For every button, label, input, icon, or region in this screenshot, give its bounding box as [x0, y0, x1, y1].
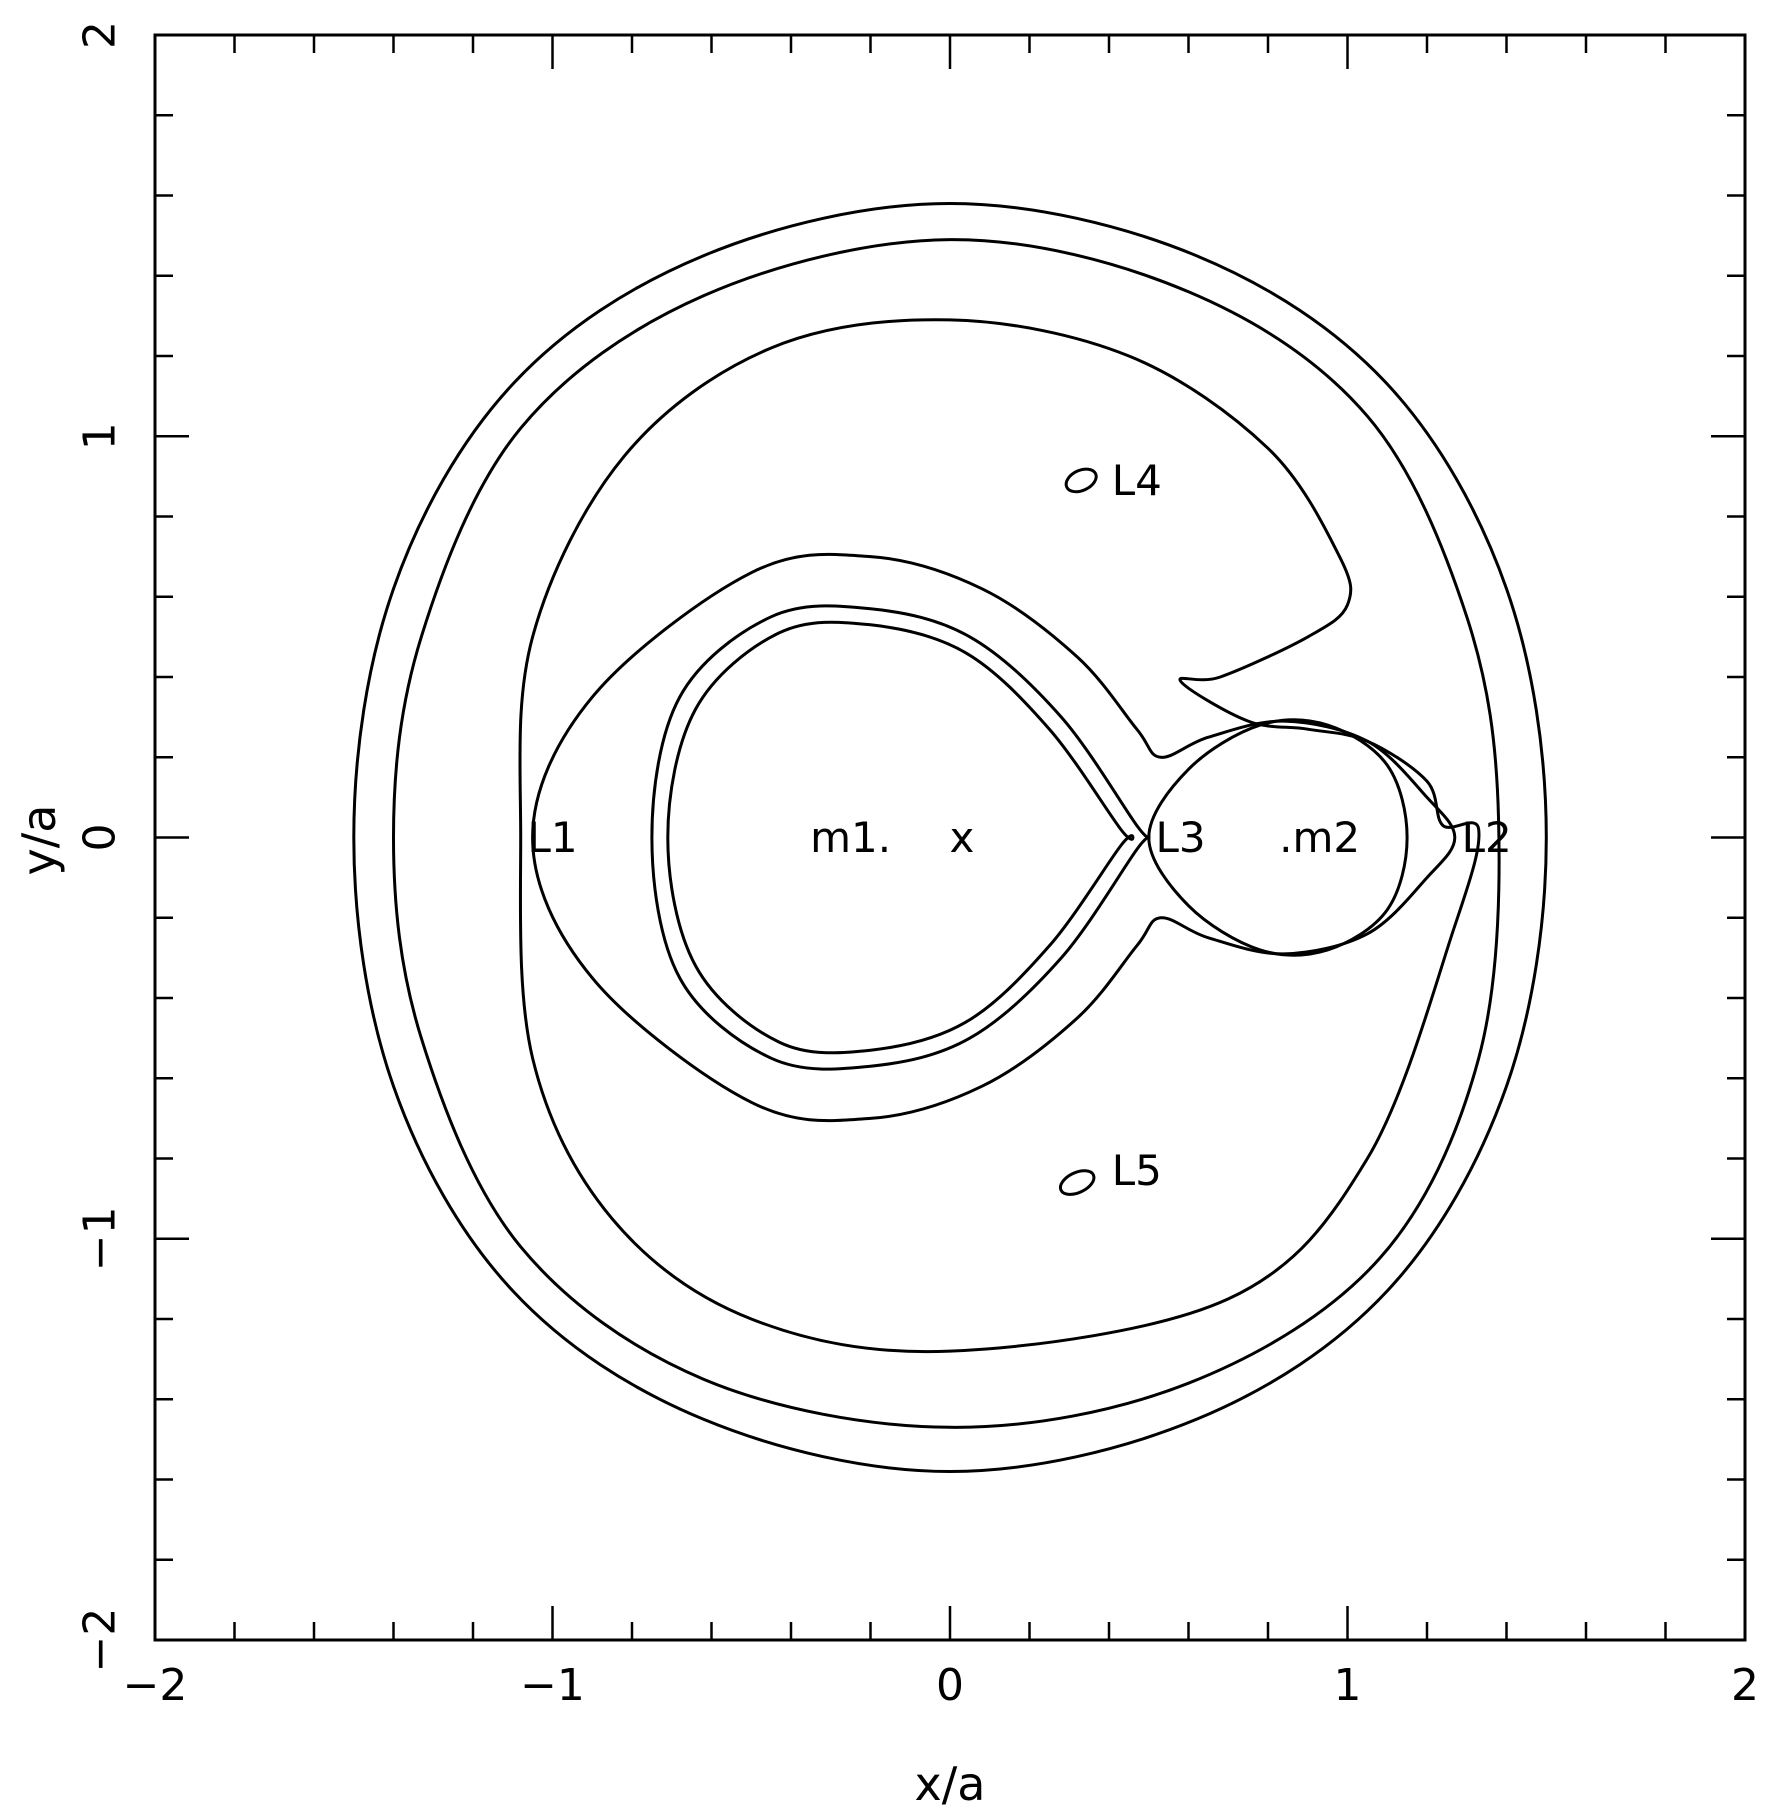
- point-label: L4: [1112, 456, 1162, 505]
- point-label: x: [949, 813, 974, 862]
- point-label: L3: [1155, 813, 1205, 862]
- y-tick-label: 1: [75, 422, 126, 450]
- y-tick-label: 0: [75, 824, 126, 852]
- y-axis-title: y/a: [12, 805, 66, 876]
- contour-dumbbell: [531, 552, 1457, 1123]
- point-label: m1.: [810, 813, 891, 862]
- point-labels: L1 L2 L3 L4 L5 m1. x .m2: [527, 456, 1511, 1195]
- ellipse-l5: [1058, 1169, 1096, 1196]
- x-tick-label: 1: [1334, 1660, 1362, 1711]
- contour-inner-lobe-outer: [650, 604, 1151, 1071]
- point-label: L5: [1112, 1146, 1162, 1195]
- equipotential-contours: [352, 201, 1548, 1474]
- x-tick-label: 2: [1731, 1660, 1759, 1711]
- x-tick-label: −1: [520, 1660, 585, 1711]
- contour-second-circle: [391, 238, 1501, 1429]
- x-axis-title: x/a: [915, 1757, 986, 1811]
- x-tick-label: −2: [123, 1660, 188, 1711]
- point-label: .m2: [1279, 813, 1360, 862]
- contour-horseshoe: [518, 318, 1481, 1354]
- y-tick-label: 2: [75, 21, 126, 49]
- y-tick-label: −2: [75, 1608, 126, 1673]
- contour-inner-lobe-inner: [666, 620, 1135, 1055]
- x-tick-label: 0: [936, 1660, 964, 1711]
- y-tick-label: −1: [75, 1206, 126, 1271]
- point-label: L2: [1462, 813, 1512, 862]
- lagrange-ellipses: [1058, 467, 1098, 1196]
- axis-ticks: [153, 33, 1747, 1642]
- contour-m2-lobe: [1147, 718, 1409, 957]
- axis-tick-labels: −2 −1 0 1 2 −2 −1 0 1 2: [75, 21, 1760, 1711]
- point-label: L1: [527, 813, 577, 862]
- contour-outermost-circle: [352, 201, 1548, 1474]
- ellipse-l4: [1064, 467, 1098, 494]
